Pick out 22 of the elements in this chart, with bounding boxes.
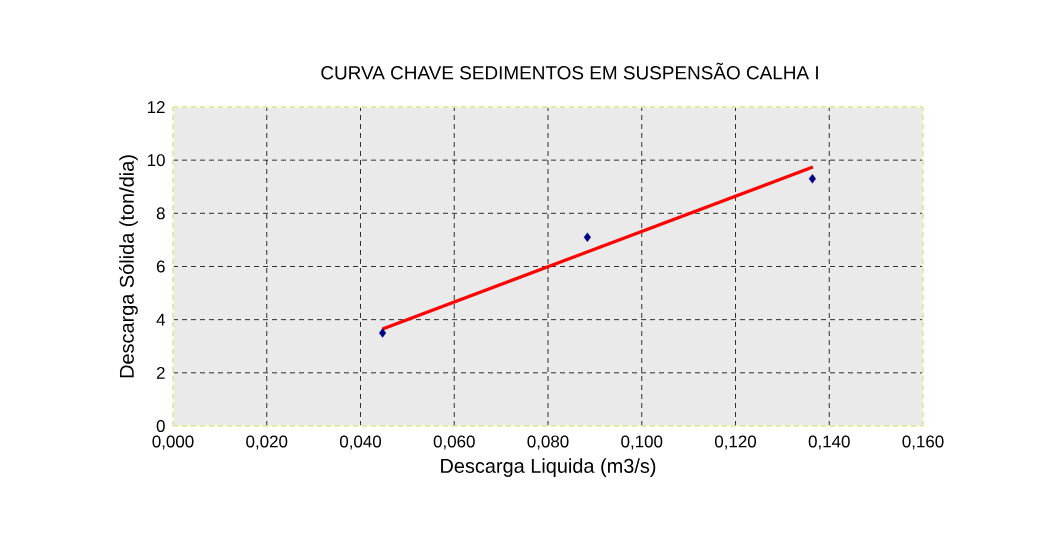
y-tick-label: 12 [147, 101, 165, 113]
x-tick-label: 0,160 [902, 435, 944, 450]
y-tick-label: 10 [147, 154, 165, 167]
x-axis-title: Descarga Liquida (m3/s) [441, 458, 656, 477]
x-tick-label: 0,100 [621, 435, 663, 450]
x-tick-label: 0,060 [433, 435, 475, 450]
x-tick-label: 0,140 [808, 435, 850, 450]
x-tick-label: 0,120 [714, 435, 757, 450]
x-tick-label: 0,000 [152, 435, 194, 450]
y-axis-title: Descarga Sólida (ton/dia) [119, 155, 138, 378]
y-tick-label: 0 [156, 419, 165, 432]
y-tick-label: 6 [156, 260, 165, 273]
y-tick-label: 8 [156, 207, 165, 220]
point [808, 174, 816, 184]
point [378, 328, 387, 338]
point [583, 232, 591, 242]
y-tick-label: 4 [156, 313, 165, 326]
x-tick-label: 0,040 [339, 435, 382, 450]
y-tick-label: 2 [156, 366, 165, 379]
x-tick-label: 0,020 [246, 435, 288, 450]
chart-title: CURVA CHAVE SEDIMENTOS EM SUSPENSÃO CALHA I [321, 62, 818, 80]
x-tick-label: 0,080 [527, 435, 569, 450]
